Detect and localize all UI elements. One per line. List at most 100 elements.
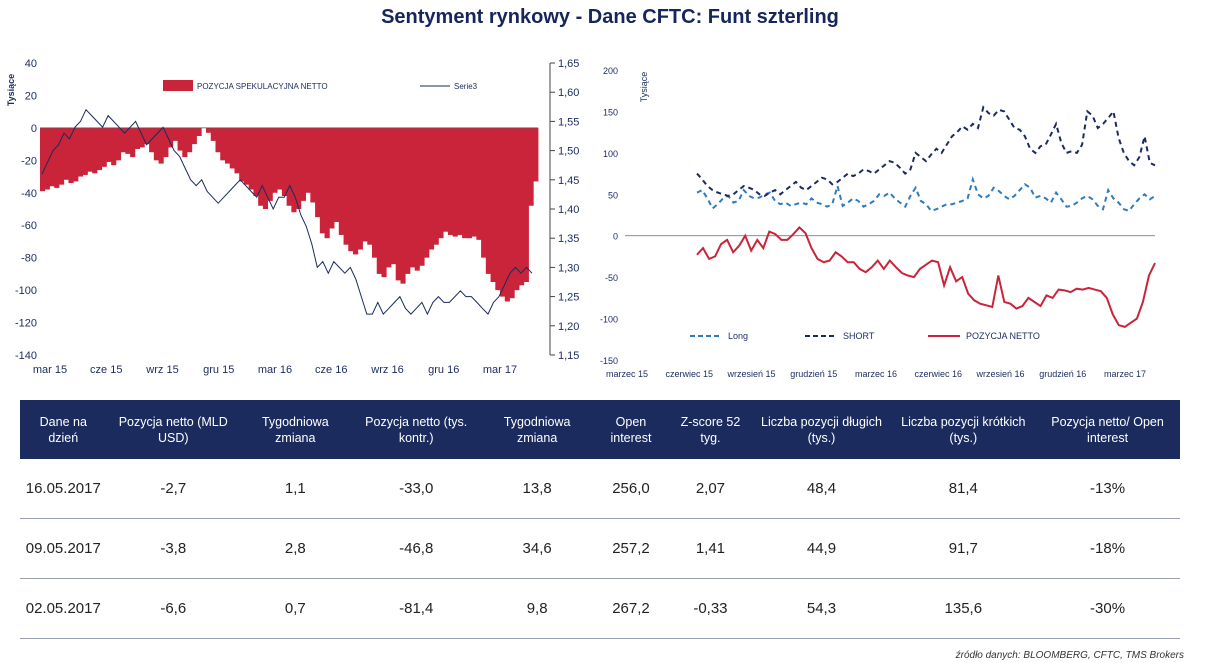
source-note: źródło danych: BLOOMBERG, CFTC, TMS Brok…: [955, 650, 1184, 661]
x-tick-label: marzec 17: [1104, 369, 1146, 379]
header-weekly-change-usd: Tygodniowa zmiana: [239, 400, 351, 459]
table-cell: 1,41: [669, 518, 752, 579]
bar-net-position: [177, 127, 183, 151]
x-tick-label: czerwiec 16: [914, 369, 962, 379]
bar-net-position: [338, 127, 344, 235]
bar-net-position: [296, 127, 302, 209]
bar-net-position: [144, 127, 150, 145]
table-cell: 13,8: [481, 459, 593, 519]
header-long: Liczba pozycji długich (tys.): [751, 400, 892, 459]
y-tick-label-left: 40: [25, 58, 37, 70]
bar-net-position: [310, 127, 316, 203]
x-tick-label: wrz 15: [145, 364, 178, 376]
table-cell: 2,07: [669, 459, 752, 519]
x-tick-label: cze 15: [90, 364, 122, 376]
x-tick-label: wrz 16: [370, 364, 403, 376]
bar-net-position: [305, 127, 311, 193]
table-cell: 267,2: [592, 578, 670, 639]
table-cell: -46,8: [350, 518, 482, 579]
bar-net-position: [58, 127, 65, 185]
y-tick-label-left: 0: [31, 123, 37, 135]
bar-net-position: [490, 127, 496, 282]
bar-net-position: [158, 127, 164, 164]
table-cell: -81,4: [350, 578, 482, 639]
x-tick-label: mar 15: [33, 364, 67, 376]
table-header-row: Dane na dzień Pozycja netto (MLD USD) Ty…: [20, 400, 1180, 459]
table-cell: -0,33: [669, 578, 752, 639]
bar-net-position: [343, 127, 349, 245]
long-short-net-chart-svg: 200 150 100 50 0 -50 -100 -150 Tysiące marzec 15 c…: [600, 66, 1156, 379]
x-tick-label: gru 15: [203, 364, 234, 376]
table-row: 02.05.2017 -6,6 0,7 -81,4 9,8 267,2 -0,3…: [20, 578, 1180, 639]
bar-net-position: [182, 127, 188, 158]
y-tick-label-left: -20: [21, 155, 37, 167]
table-cell: 09.05.2017: [20, 518, 107, 579]
x-tick-label: mar 16: [258, 364, 292, 376]
bar-net-position: [419, 127, 425, 266]
bar-net-position: [234, 127, 240, 174]
x-tick-label: marzec 16: [855, 369, 897, 379]
y-tick-label-right: 1,30: [558, 262, 579, 274]
y-tick-label-right: 1,60: [558, 87, 579, 99]
header-net-oi: Pozycja netto/ Open interest: [1035, 400, 1180, 459]
table-cell: 9,8: [481, 578, 593, 639]
y-axis-title-left: Tysiące: [6, 74, 16, 106]
bar-net-position: [239, 127, 245, 182]
bar-net-position: [452, 127, 458, 237]
table-cell: -18%: [1035, 518, 1180, 579]
table-cell: 54,3: [751, 578, 892, 639]
bar-net-position: [163, 127, 169, 158]
bar-net-position: [291, 127, 297, 213]
y-tick-label-right: 1,20: [558, 321, 579, 333]
bar-net-position: [96, 127, 103, 171]
bar-net-position: [44, 127, 50, 190]
bar-net-position: [324, 127, 330, 239]
bar-net-position: [519, 127, 525, 286]
bar-net-position: [476, 127, 482, 240]
y-tick-label-right: 1,35: [558, 233, 579, 245]
bar-net-position: [386, 127, 392, 268]
bar-net-position: [533, 127, 539, 182]
y-tick-label-left: -140: [15, 350, 37, 362]
table-cell: 0,7: [239, 578, 351, 639]
table-cell: 44,9: [751, 518, 892, 579]
bar-net-position: [471, 127, 477, 237]
bar-net-position: [315, 127, 321, 218]
legend-label-serie3: Serie3: [454, 82, 478, 91]
bar-net-position: [258, 127, 264, 206]
bar-net-position: [319, 127, 325, 234]
table-cell: 135,6: [891, 578, 1036, 639]
bar-net-position: [206, 127, 212, 133]
table-cell: 2,8: [239, 518, 351, 579]
bar-net-position: [481, 127, 487, 258]
x-tick-label: cze 16: [315, 364, 347, 376]
bar-net-position: [243, 127, 250, 185]
table-row: 16.05.2017 -2,7 1,1 -33,0 13,8 256,0 2,0…: [20, 459, 1180, 519]
x-tick-label: wrzesień 16: [975, 369, 1024, 379]
bar-net-position: [509, 127, 515, 299]
bar-net-position: [92, 127, 98, 174]
table-cell: 257,2: [592, 518, 670, 579]
header-zscore: Z-score 52 tyg.: [669, 400, 752, 459]
y-tick-label: 200: [603, 66, 618, 76]
bar-net-position: [334, 127, 340, 222]
bar-net-position: [111, 127, 117, 166]
header-open-interest: Open interest: [592, 400, 670, 459]
bar-net-position: [125, 127, 131, 154]
bar-net-position: [40, 127, 46, 192]
x-tick-label: czerwiec 15: [665, 369, 713, 379]
y-tick-label-right: 1,55: [558, 116, 579, 128]
bar-net-position: [424, 127, 430, 258]
x-tick-label: gru 16: [428, 364, 459, 376]
bar-net-position: [220, 127, 226, 161]
header-short: Liczba pozycji krótkich (tys.): [891, 400, 1036, 459]
y-tick-label: 150: [603, 107, 618, 117]
bar-net-position: [376, 127, 382, 274]
y-tick-label-right: 1,15: [558, 350, 579, 362]
table-cell: 02.05.2017: [20, 578, 107, 639]
bar-net-position: [367, 127, 373, 245]
bar-net-position: [253, 127, 259, 197]
bar-net-position: [54, 127, 60, 188]
bar-net-position: [414, 127, 420, 271]
table-cell: -33,0: [350, 459, 482, 519]
